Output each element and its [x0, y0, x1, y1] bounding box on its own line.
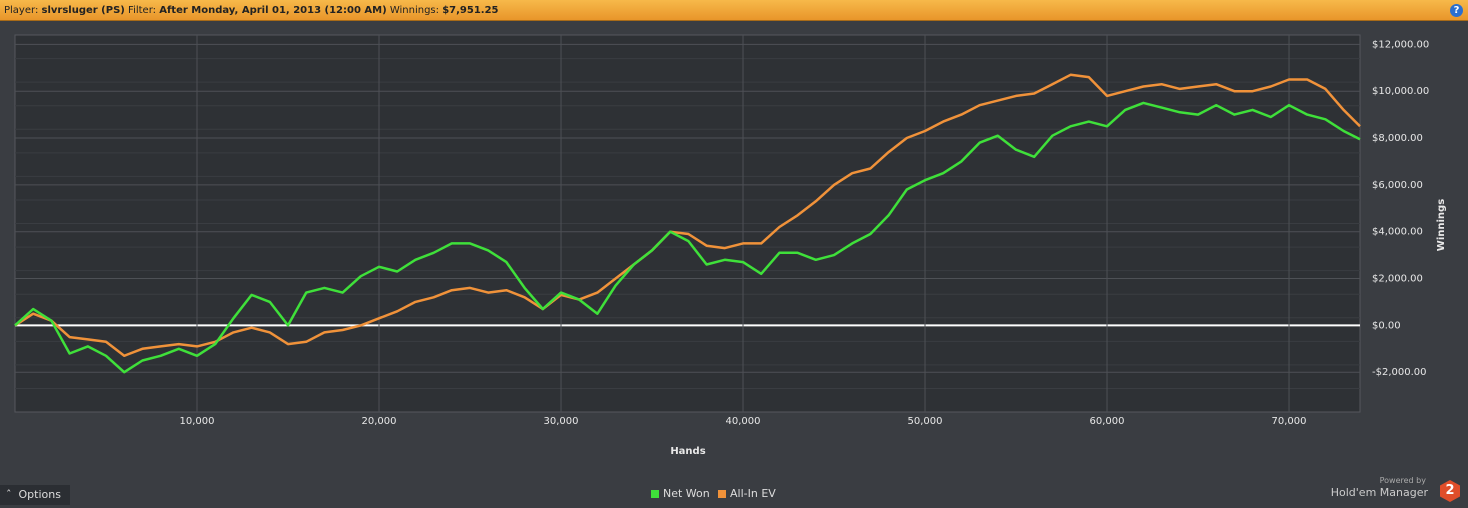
help-button[interactable]: ? [1450, 4, 1463, 17]
x-tick-label: 20,000 [362, 416, 397, 427]
player: slvrsluger (PS) [41, 5, 125, 16]
series-line [14, 73, 1361, 358]
legend-swatch [718, 489, 726, 498]
x-axis-label: Hands [670, 446, 705, 457]
winnings-label: Winnings: [389, 5, 440, 16]
y-tick-label: $0.00 [1372, 320, 1401, 331]
x-tick-label: 70,000 [1272, 416, 1307, 427]
brand-logo: 2 [1440, 480, 1460, 502]
powered-by: Powered by [1379, 476, 1426, 485]
winnings: $7,951.25 [442, 5, 499, 16]
y-tick-label: $4,000.00 [1372, 227, 1423, 238]
player-label: Player: [4, 5, 39, 16]
options-label: Options [18, 488, 61, 501]
chart: Hands Winnings -$2,000.00 $0.00 $2,000.00 $… [14, 34, 1447, 457]
y-tick-label: $6,000.00 [1372, 180, 1423, 191]
y-tick-label: $12,000.00 [1372, 39, 1429, 50]
legend-item[interactable]: All-In EV [718, 487, 776, 500]
series-line [14, 101, 1361, 374]
x-tick-label: 40,000 [726, 416, 761, 427]
legend-label: Net Won [663, 487, 710, 500]
legend-swatch [651, 489, 659, 498]
header-bar: Player: slvrsluger (PS) Filter: After Mo… [0, 0, 1468, 21]
brand: Hold'em Manager [1330, 486, 1428, 499]
x-tick-label: 50,000 [908, 416, 943, 427]
y-tick-label: -$2,000.00 [1372, 367, 1427, 378]
legend-label: All-In EV [730, 487, 776, 500]
x-tick-label: 10,000 [180, 416, 215, 427]
filter-label: Filter: [128, 5, 157, 16]
options-button[interactable]: ˆ Options [0, 485, 70, 505]
y-tick-label: $10,000.00 [1372, 86, 1429, 97]
y-axis-label: Winnings [1436, 199, 1447, 251]
filter: After Monday, April 01, 2013 (12:00 AM) [159, 5, 387, 16]
x-tick-label: 30,000 [544, 416, 579, 427]
y-tick-label: $8,000.00 [1372, 133, 1423, 144]
x-tick-label: 60,000 [1090, 416, 1125, 427]
y-tick-label: $2,000.00 [1372, 274, 1423, 285]
legend-item[interactable]: Net Won [651, 487, 710, 500]
